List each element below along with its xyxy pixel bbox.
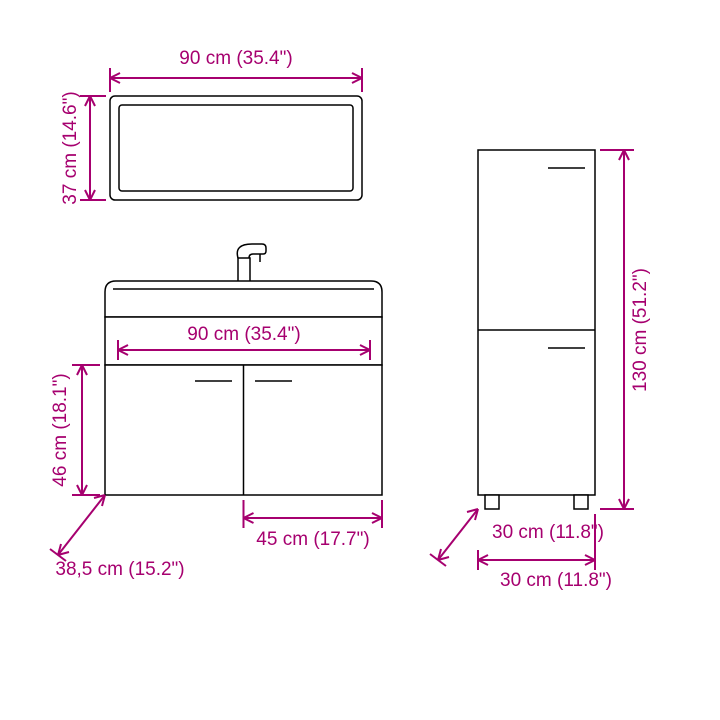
mirror [110, 96, 362, 200]
dim-label: 45 cm (17.7") [256, 529, 369, 550]
dim-label: 90 cm (35.4") [179, 48, 292, 69]
vanity [105, 244, 382, 495]
dim-tall-depth: 30 cm (11.8") [430, 509, 604, 566]
dim-label: 46 cm (18.1") [50, 373, 71, 486]
diagram-stage: 90 cm (35.4") 37 cm (14.6") [0, 0, 720, 720]
dim-mirror-width: 90 cm (35.4") [110, 48, 362, 92]
tall-cabinet [478, 150, 595, 509]
dim-label: 90 cm (35.4") [187, 324, 300, 345]
faucet [237, 244, 266, 282]
dim-vanity-height: 46 cm (18.1") [50, 365, 100, 495]
dim-tall-height: 130 cm (51.2") [600, 150, 651, 509]
dim-label: 30 cm (11.8") [492, 522, 604, 543]
dim-label: 38,5 cm (15.2") [55, 559, 184, 580]
dim-label: 37 cm (14.6") [60, 91, 81, 204]
dim-label: 30 cm (11.8") [500, 570, 612, 591]
dim-vanity-depth: 38,5 cm (15.2") [50, 495, 185, 580]
dim-vanity-door-width: 45 cm (17.7") [244, 500, 383, 550]
diagram-svg: 90 cm (35.4") 37 cm (14.6") [0, 0, 720, 720]
dim-label: 130 cm (51.2") [630, 268, 651, 392]
dim-mirror-height: 37 cm (14.6") [60, 91, 106, 204]
